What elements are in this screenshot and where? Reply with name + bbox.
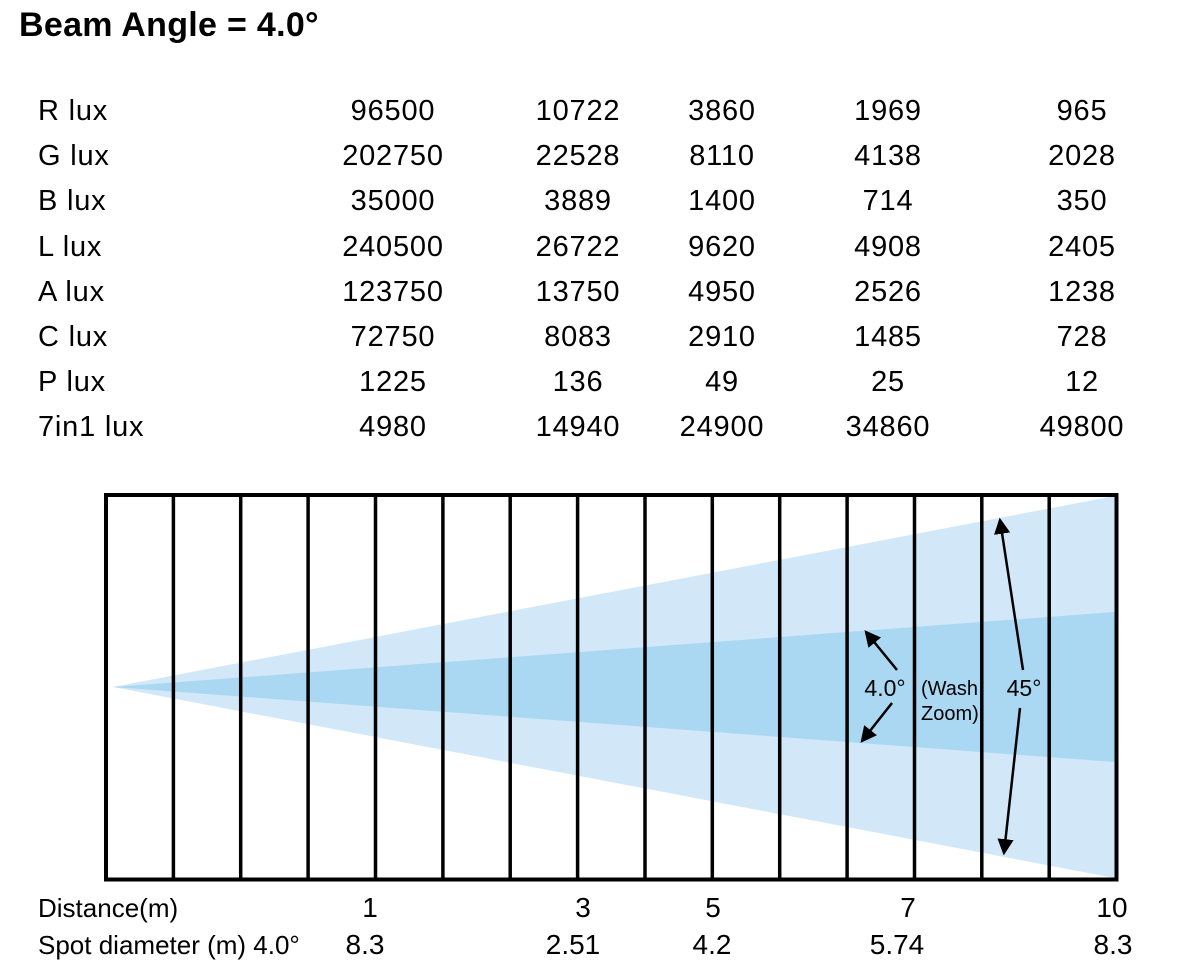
- lux-value: 1238: [1048, 275, 1116, 308]
- lux-value: 8083: [544, 321, 612, 354]
- lux-value: 350: [1056, 185, 1108, 218]
- lux-value: 34860: [845, 411, 931, 444]
- lux-value: 10722: [535, 95, 621, 128]
- spot-diameter-value: 4.2: [693, 929, 732, 960]
- lux-value: 12: [1065, 366, 1099, 399]
- lux-value: 1225: [359, 366, 427, 399]
- lux-value: 2910: [688, 321, 756, 354]
- lux-value: 2405: [1048, 230, 1116, 263]
- wash-zoom-label-line1: (Wash: [921, 678, 978, 700]
- lux-table: R lux 96500 10722 3860 1969 965 G lux 20…: [38, 89, 1154, 451]
- lux-value: 240500: [342, 230, 444, 263]
- lux-value: 49: [705, 366, 739, 399]
- lux-value: 3860: [688, 95, 756, 128]
- lux-value: 72750: [350, 321, 436, 354]
- lux-row-label: 7in1 lux: [38, 411, 145, 444]
- narrow-angle-lower-arrow: [860, 702, 893, 743]
- lux-value: 202750: [342, 140, 444, 173]
- wide-angle-lower-arrow: [997, 707, 1022, 856]
- lux-value: 9620: [688, 230, 756, 263]
- lux-value: 25: [871, 366, 905, 399]
- lux-value: 4138: [854, 140, 922, 173]
- spot-diameter-value: 8.3: [1094, 929, 1133, 960]
- lux-value: 35000: [350, 185, 436, 218]
- lux-row-label: C lux: [38, 321, 109, 354]
- lux-value: 49800: [1039, 411, 1125, 444]
- spot-diameter-value: 5.74: [870, 929, 925, 960]
- lux-row-label: G lux: [38, 140, 110, 173]
- narrow-beam-cone: [113, 612, 1115, 762]
- lux-row-label: A lux: [38, 275, 105, 308]
- lux-row-label: P lux: [38, 366, 106, 399]
- page-title: Beam Angle = 4.0°: [19, 6, 319, 44]
- lux-value: 8110: [689, 140, 755, 173]
- lux-value: 123750: [342, 275, 444, 308]
- distance-value: 5: [705, 892, 721, 923]
- narrow-angle-label: 4.0°: [864, 675, 905, 701]
- lux-row-label: L lux: [38, 230, 103, 263]
- distance-value: 10: [1096, 892, 1127, 923]
- wash-zoom-label-line2: Zoom): [921, 703, 979, 725]
- lux-value: 2028: [1048, 140, 1116, 173]
- wide-angle-upper-arrow: [994, 517, 1025, 671]
- lux-row-label: B lux: [38, 185, 107, 218]
- lux-value: 714: [862, 185, 914, 218]
- lux-value: 96500: [350, 95, 436, 128]
- beam-diagram: 4.0° (Wash Zoom) 45° Distance(m) 1 3 5 7…: [38, 493, 1133, 960]
- lux-value: 2526: [854, 275, 922, 308]
- lux-row-label: R lux: [38, 95, 109, 128]
- lux-value: 24900: [679, 411, 765, 444]
- lux-value: 1400: [688, 185, 756, 218]
- distance-value: 1: [362, 892, 378, 923]
- lux-value: 4950: [688, 275, 756, 308]
- wide-angle-label: 45°: [1007, 675, 1042, 701]
- lux-value: 13750: [535, 275, 621, 308]
- distance-value: 3: [575, 892, 591, 923]
- narrow-angle-upper-arrow: [864, 630, 898, 671]
- lux-value: 4908: [854, 230, 922, 263]
- lux-value: 4980: [359, 411, 427, 444]
- distance-axis-label: Distance(m): [38, 893, 178, 923]
- lux-value: 26722: [535, 230, 621, 263]
- lux-value: 1485: [854, 321, 922, 354]
- diagram-frame: [104, 493, 1119, 882]
- lux-value: 14940: [535, 411, 621, 444]
- spot-diameter-axis-label: Spot diameter (m) 4.0°: [38, 930, 300, 960]
- lux-value: 965: [1056, 95, 1108, 128]
- lux-value: 136: [552, 366, 604, 399]
- distance-value: 7: [900, 892, 916, 923]
- lux-value: 3889: [544, 185, 612, 218]
- lux-value: 22528: [535, 140, 621, 173]
- lux-value: 1969: [854, 95, 922, 128]
- spot-diameter-value: 2.51: [546, 929, 601, 960]
- spot-diameter-value: 8.3: [346, 929, 385, 960]
- lux-value: 728: [1056, 321, 1108, 354]
